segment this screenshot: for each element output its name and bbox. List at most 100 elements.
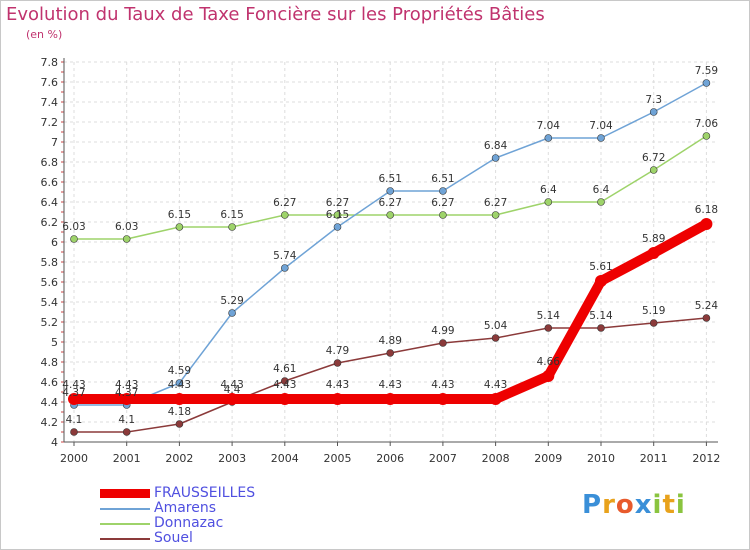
data-label-souel: 4.4 [224, 384, 241, 396]
data-point-amarens [280, 264, 289, 272]
data-point-souel [122, 428, 131, 436]
data-point-donnazac [386, 211, 395, 219]
y-tick-label: 5.6 [41, 276, 59, 289]
data-label-souel: 4.18 [168, 406, 191, 418]
data-label-donnazac: 7.06 [695, 118, 719, 130]
data-label-frausseilles: 5.61 [589, 261, 612, 273]
data-label-donnazac: 6.03 [62, 221, 85, 233]
legend-swatch [100, 538, 150, 540]
data-point-souel [544, 324, 553, 332]
data-label-amarens: 6.51 [431, 173, 454, 185]
data-point-amarens [386, 187, 395, 195]
x-tick-label: 2005 [324, 452, 352, 465]
data-point-donnazac [649, 166, 658, 174]
x-tick-label: 2009 [534, 452, 562, 465]
data-point-frausseilles [647, 247, 660, 259]
data-point-souel [649, 319, 658, 327]
data-label-souel: 5.19 [642, 305, 665, 317]
data-label-amarens: 6.15 [326, 209, 349, 221]
y-tick-label: 5 [51, 336, 58, 349]
data-label-donnazac: 6.4 [540, 184, 557, 196]
data-label-donnazac: 6.15 [168, 209, 191, 221]
data-point-amarens [491, 154, 500, 162]
data-point-frausseilles [68, 393, 80, 405]
data-label-frausseilles: 4.43 [484, 379, 507, 391]
y-tick-label: 6.6 [41, 176, 59, 189]
data-label-amarens: 7.04 [589, 120, 613, 132]
legend-swatch [100, 489, 150, 498]
data-point-souel [597, 324, 605, 332]
data-label-frausseilles: 4.66 [537, 356, 561, 368]
legend-swatch [100, 508, 150, 510]
chart-subtitle: (en %) [26, 28, 63, 41]
data-point-souel [439, 339, 447, 347]
data-label-donnazac: 6.72 [642, 152, 665, 164]
y-tick-label: 7.4 [41, 96, 59, 109]
logo-letter: P [582, 490, 603, 520]
y-tick-label: 7.2 [41, 116, 59, 129]
data-label-souel: 5.04 [484, 320, 508, 332]
data-point-frausseilles [384, 393, 397, 405]
data-label-amarens: 7.59 [695, 65, 718, 77]
data-label-amarens: 4.37 [62, 387, 85, 399]
data-label-donnazac: 6.27 [431, 197, 454, 209]
data-point-frausseilles [120, 393, 133, 405]
x-tick-label: 2006 [376, 452, 404, 465]
data-label-donnazac: 6.27 [273, 197, 296, 209]
y-tick-label: 5.4 [41, 296, 59, 309]
y-tick-label: 5.8 [41, 256, 59, 269]
data-point-frausseilles [331, 393, 344, 405]
data-point-souel [333, 359, 342, 367]
data-label-frausseilles: 4.43 [220, 379, 243, 391]
data-point-frausseilles [436, 393, 449, 405]
data-label-souel: 4.1 [66, 414, 83, 426]
data-label-amarens: 6.51 [379, 173, 402, 185]
logo-letter: i [652, 490, 663, 520]
data-point-donnazac [439, 211, 447, 219]
data-label-frausseilles: 4.43 [431, 379, 454, 391]
data-point-donnazac [175, 223, 184, 231]
data-label-souel: 5.24 [695, 300, 719, 312]
data-label-donnazac: 6.4 [593, 184, 610, 196]
legend-item-donnazac: Donnazac [100, 515, 320, 532]
x-tick-label: 2012 [692, 452, 720, 465]
x-tick-label: 2001 [113, 452, 141, 465]
legend-item-souel: Souel [100, 530, 320, 547]
data-label-frausseilles: 4.43 [115, 379, 138, 391]
legend-label: Souel [154, 530, 193, 546]
legend-item-amarens: Amarens [100, 500, 320, 517]
data-point-amarens [175, 379, 184, 387]
logo-letter: o [615, 490, 635, 520]
data-point-donnazac [333, 211, 342, 219]
data-label-amarens: 5.29 [220, 295, 243, 307]
logo-letter: i [675, 490, 686, 520]
data-point-frausseilles [173, 393, 186, 405]
y-tick-label: 4.2 [41, 416, 59, 429]
series-layer [68, 79, 713, 436]
y-tick-label: 7 [51, 136, 58, 149]
data-label-souel: 4.99 [431, 325, 454, 337]
data-label-frausseilles: 6.18 [695, 204, 718, 216]
data-point-souel [70, 428, 78, 436]
legend-label: Amarens [154, 500, 217, 516]
data-point-amarens [439, 187, 447, 195]
y-tick-label: 4 [51, 436, 58, 449]
data-label-souel: 4.1 [118, 414, 135, 426]
data-point-souel [386, 349, 395, 357]
y-tick-label: 5.2 [41, 316, 59, 329]
logo-letter: r [602, 490, 616, 520]
x-tick-label: 2003 [218, 452, 246, 465]
x-tick-label: 2010 [587, 452, 615, 465]
data-point-donnazac [597, 198, 605, 206]
y-tick-label: 7.6 [41, 76, 59, 89]
data-point-amarens [597, 134, 605, 142]
data-point-donnazac [122, 235, 131, 243]
data-point-souel [491, 334, 500, 342]
data-point-amarens [544, 134, 553, 142]
data-labels: 4.43 4.43 4.43 4.43 4.43 4.43 4.43 4.43 4.43 4.66… [62, 65, 718, 426]
data-point-donnazac [280, 211, 289, 219]
data-label-frausseilles: 4.43 [379, 379, 402, 391]
y-tick-label: 4.6 [41, 376, 59, 389]
grid [64, 61, 718, 443]
